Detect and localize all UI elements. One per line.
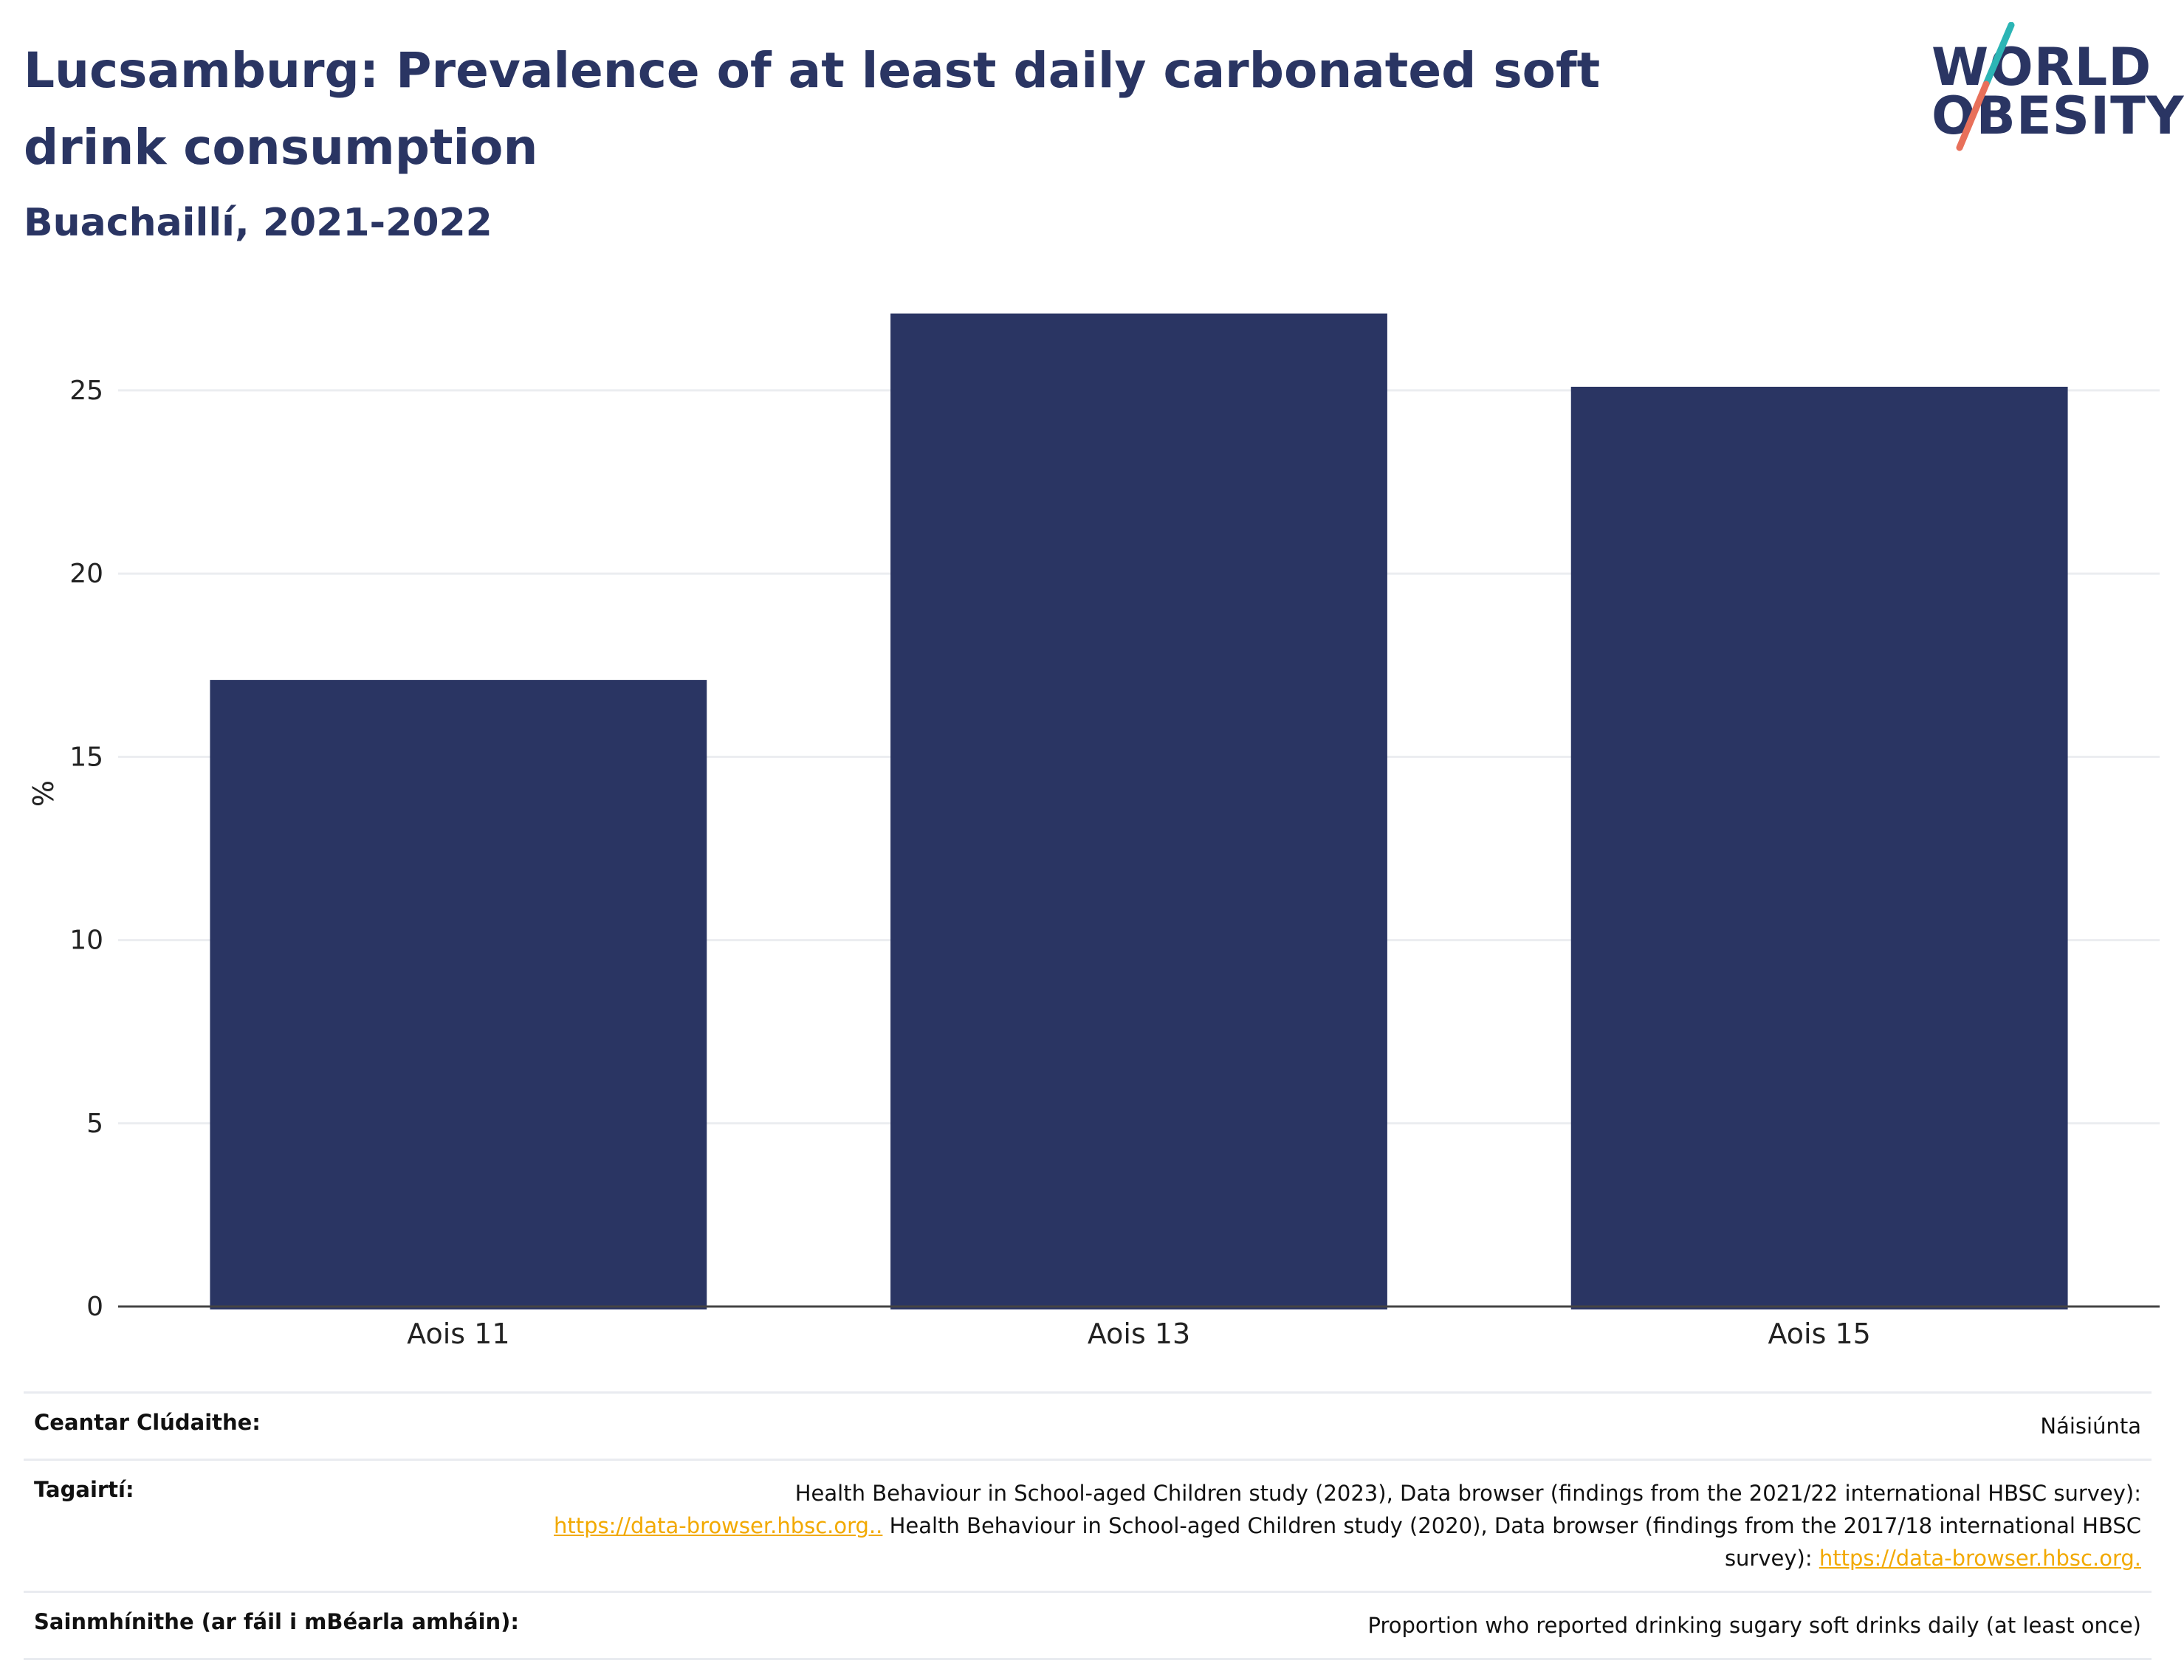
references-label: Tagairtí:	[34, 1477, 134, 1502]
reference-text-1: Health Behaviour in School-aged Children…	[794, 1481, 2141, 1506]
y-tick-label: 0	[86, 1292, 103, 1322]
info-table: Ceantar Clúdaithe: Náisiúnta Tagairtí: H…	[24, 1391, 2152, 1660]
info-row-definitions: Sainmhínithe (ar fáil i mBéarla amháin):…	[24, 1591, 2152, 1660]
definitions-value: Proportion who reported drinking sugary …	[1367, 1613, 2141, 1638]
reference-link-1[interactable]: https://data-browser.hbsc.org..	[554, 1513, 883, 1538]
coverage-value: Náisiúnta	[2040, 1414, 2141, 1439]
x-tick-label: Aois 15	[1768, 1318, 1870, 1350]
x-tick-label: Aois 13	[1088, 1318, 1190, 1350]
y-tick-label: 5	[86, 1109, 103, 1139]
y-tick-label: 25	[69, 376, 103, 406]
y-tick-label: 20	[69, 559, 103, 589]
x-tick-label: Aois 11	[407, 1318, 509, 1350]
info-row-coverage: Ceantar Clúdaithe: Náisiúnta	[24, 1391, 2152, 1459]
bar-chart: 0 5 10 15 20 25 Aois 11 Aois 13 Aois 15%	[27, 313, 2160, 1350]
bar	[210, 680, 707, 1309]
reference-text-2: Health Behaviour in School-aged Children…	[882, 1513, 2141, 1571]
logo-line-1: WORLD	[1931, 37, 2152, 97]
world-obesity-logo: WORLD OBESITY	[1920, 22, 2184, 155]
chart-subtitle: Buachaillí, 2021-2022	[24, 201, 492, 245]
bar	[1570, 386, 2068, 1309]
info-row-references: Tagairtí: Health Behaviour in School-age…	[24, 1459, 2152, 1591]
references-value: Health Behaviour in School-aged Children…	[517, 1477, 2141, 1574]
coverage-label: Ceantar Clúdaithe:	[34, 1410, 261, 1435]
reference-link-2[interactable]: https://data-browser.hbsc.org.	[1819, 1546, 2141, 1571]
logo-slash-icon	[1956, 22, 2015, 151]
y-axis-label: %	[27, 780, 60, 807]
definitions-label: Sainmhínithe (ar fáil i mBéarla amháin):	[34, 1609, 520, 1634]
y-tick-label: 10	[69, 926, 103, 956]
chart-title: Lucsamburg: Prevalence of at least daily…	[24, 42, 1601, 176]
y-tick-label: 15	[69, 742, 103, 772]
bar	[890, 313, 1387, 1309]
